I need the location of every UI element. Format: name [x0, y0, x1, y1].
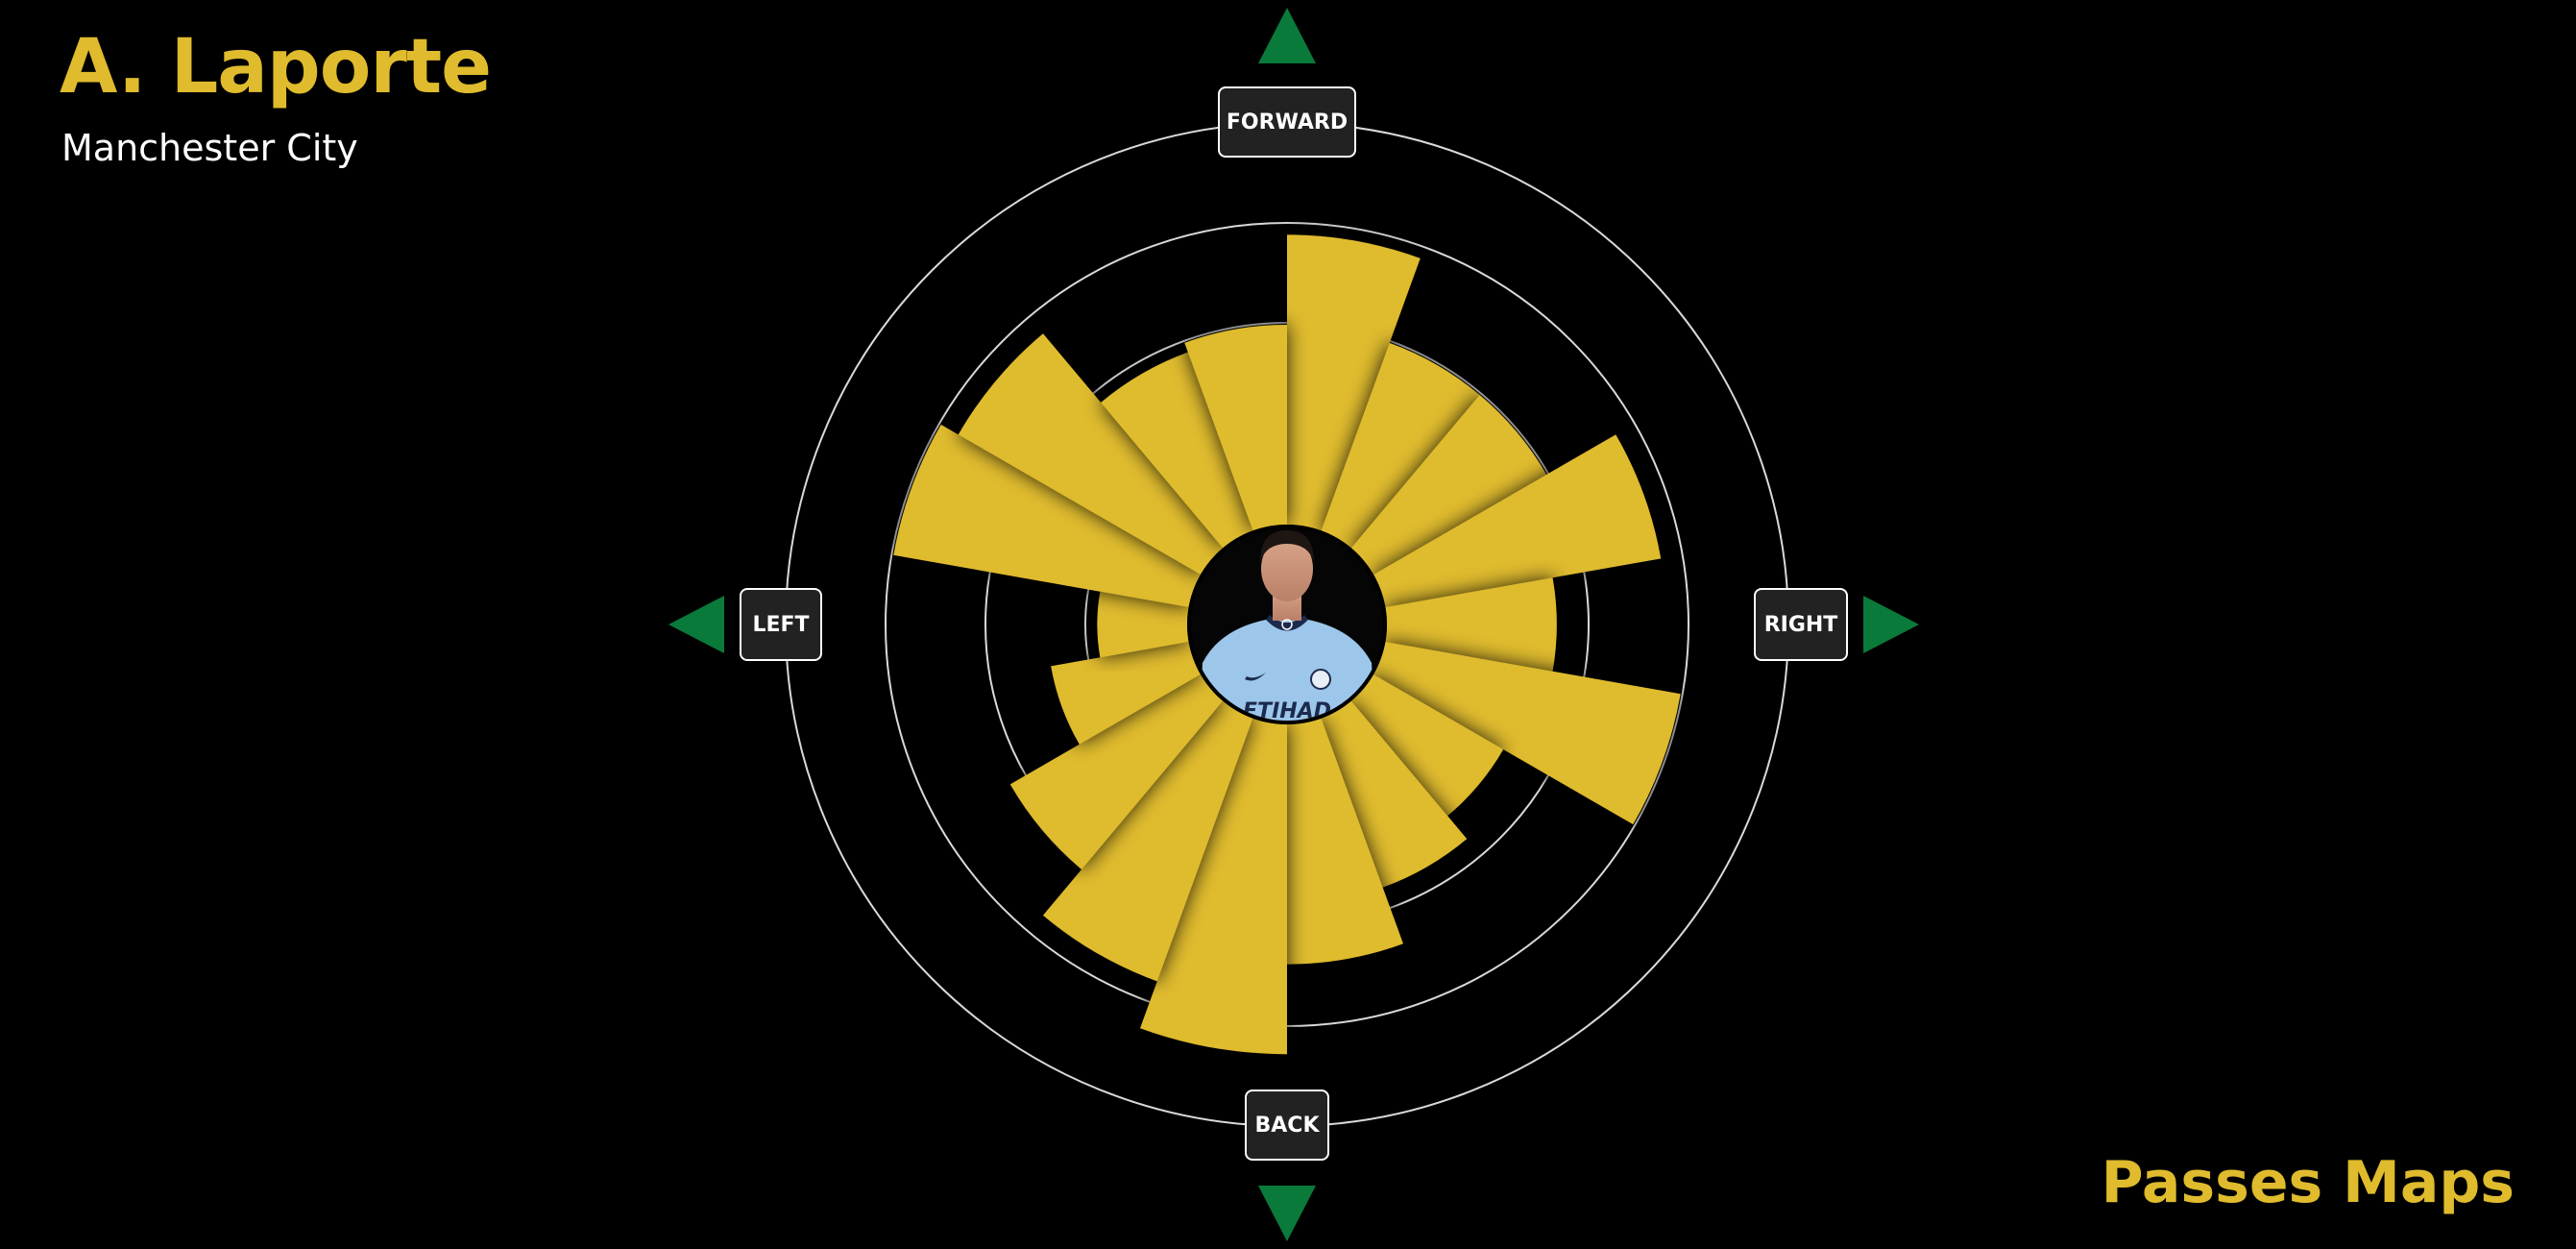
bar-sector-310: [958, 333, 1224, 575]
forward-arrow-icon: [1258, 8, 1316, 63]
bar-sector-350: [1184, 325, 1287, 531]
bar-sector-170: [1287, 718, 1403, 965]
right-label: RIGHT: [1754, 588, 1848, 661]
bar-sector-150: [1321, 700, 1468, 888]
bar-sector-190: [1140, 718, 1287, 1055]
right-arrow-icon: [1863, 596, 1919, 653]
collar-shape: [1266, 615, 1308, 631]
bar-sector-90: [1385, 577, 1557, 672]
left-arrow-icon: [668, 596, 724, 653]
bar-sectors: [893, 234, 1681, 1055]
bar-sector-70: [1373, 434, 1662, 607]
bar-sector-10: [1287, 234, 1421, 531]
forward-label: FORWARD: [1218, 86, 1356, 158]
jersey-shape: [1199, 620, 1375, 721]
bar-sector-50: [1350, 394, 1547, 575]
left-label: LEFT: [740, 588, 822, 661]
sponsor-text: ETIHAD: [1243, 699, 1331, 723]
back-label: BACK: [1245, 1090, 1329, 1161]
bar-sector-30: [1321, 342, 1480, 549]
face-shape: [1261, 536, 1313, 601]
bar-sector-110: [1373, 642, 1681, 824]
direction-arrows: [668, 8, 1919, 1241]
bar-sector-250: [1051, 642, 1201, 745]
player-name: A. Laporte: [60, 24, 492, 110]
bar-sector-230: [1009, 674, 1224, 869]
bar-sector-330: [1101, 352, 1253, 549]
club-crest-icon: [1310, 669, 1331, 690]
back-arrow-icon: [1258, 1186, 1316, 1241]
swoosh-icon: [1245, 673, 1266, 681]
team-name: Manchester City: [61, 127, 358, 169]
player-photo: ETIHAD: [1187, 525, 1387, 724]
hair-shape: [1260, 530, 1314, 562]
bar-sector-290: [893, 425, 1201, 607]
chart-title: Passes Maps: [2101, 1149, 2515, 1216]
bar-sector-270: [1097, 591, 1189, 658]
bar-sector-210: [1042, 700, 1253, 982]
center-marker: [1281, 619, 1293, 630]
bar-sector-130: [1350, 674, 1504, 817]
